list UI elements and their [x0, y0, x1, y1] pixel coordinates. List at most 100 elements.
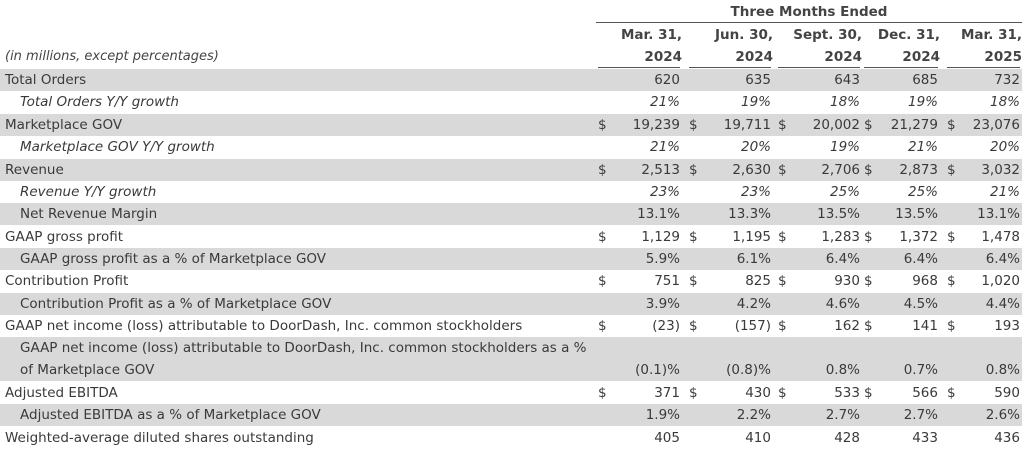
cell-value: 430 [745, 385, 771, 401]
cell-value: 21% [989, 184, 1020, 200]
currency-symbol: $ [864, 318, 873, 334]
currency-symbol: $ [778, 162, 787, 178]
row-label: GAAP gross profit [5, 229, 124, 245]
table-cell: 620 [596, 69, 682, 91]
table-cell: $ (157) [687, 315, 773, 337]
table-cell: $ (23) [596, 315, 682, 337]
cell-value: 162 [834, 318, 860, 334]
table-row: GAAP gross profit $1,129 $1,195 $1,283 $1,37… [0, 226, 1022, 248]
cell-value: 2,513 [641, 162, 680, 178]
row-label: GAAP gross profit as a % of Marketplace … [20, 251, 327, 267]
cell-value: 6.4% [903, 251, 938, 267]
table-cell: $2,873 [862, 159, 940, 181]
table-row: Adjusted EBITDA as a % of Marketplace GO… [0, 404, 1022, 426]
column-header: Sept. 30, 2024 [776, 24, 862, 68]
table-cell: 19% [776, 136, 862, 158]
cell-value: 1,195 [732, 229, 771, 245]
table-cell: 2.7% [862, 404, 940, 426]
cell-value: 436 [994, 430, 1020, 446]
cell-value: 13.3% [728, 206, 771, 222]
table-cell: $1,283 [776, 226, 862, 248]
table-cell: $19,239 [596, 114, 682, 136]
table-cell: 3.9% [596, 293, 682, 315]
cell-value: 405 [654, 430, 680, 446]
cell-value: 371 [654, 385, 680, 401]
table-cell: 19% [862, 91, 940, 113]
table-cell: 0.8% [776, 359, 862, 381]
row-label: Adjusted EBITDA as a % of Marketplace GO… [20, 407, 321, 423]
cell-value: 433 [912, 430, 938, 446]
row-label: Contribution Profit [5, 273, 129, 289]
table-cell: 13.5% [862, 203, 940, 225]
table-cell: $23,076 [945, 114, 1022, 136]
row-label: Marketplace GOV [5, 117, 123, 133]
cell-value: 930 [834, 273, 860, 289]
currency-symbol: $ [598, 318, 607, 334]
currency-symbol: $ [947, 229, 956, 245]
table-cell: $1,129 [596, 226, 682, 248]
currency-symbol: $ [947, 385, 956, 401]
table-row: Weighted-average diluted shares outstand… [0, 427, 1022, 449]
table-cell: 13.1% [596, 203, 682, 225]
table-cell: 20% [687, 136, 773, 158]
table-row: Total Orders Y/Y growth 21% 19% 18% 19% 18% [0, 91, 1022, 113]
cell-value: 4.5% [903, 296, 938, 312]
table-cell: 0.8% [945, 359, 1022, 381]
table-cell: $19,711 [687, 114, 773, 136]
column-header: Jun. 30, 2024 [687, 24, 773, 68]
table-row: Adjusted EBITDA $371 $430 $533 $566 $590 [0, 382, 1022, 404]
currency-symbol: $ [689, 229, 698, 245]
currency-symbol: $ [598, 273, 607, 289]
table-cell: 21% [596, 91, 682, 113]
table-cell: 6.4% [776, 248, 862, 270]
column-header-rule [778, 67, 860, 68]
cell-value: 732 [994, 72, 1020, 88]
table-cell: $1,478 [945, 226, 1022, 248]
currency-symbol: $ [598, 229, 607, 245]
currency-symbol: $ [598, 117, 607, 133]
table-cell: 2.6% [945, 404, 1022, 426]
currency-symbol: $ [947, 318, 956, 334]
table-cell: $968 [862, 270, 940, 292]
currency-symbol: $ [778, 117, 787, 133]
column-header-rule [689, 67, 771, 68]
currency-symbol: $ [864, 162, 873, 178]
table-cell: $3,032 [945, 159, 1022, 181]
table-cell: 4.2% [687, 293, 773, 315]
column-header: Mar. 31, 2024 [596, 24, 682, 68]
cell-value: 2.7% [825, 407, 860, 423]
table-cell: 6.1% [687, 248, 773, 270]
table-cell: $20,002 [776, 114, 862, 136]
currency-symbol: $ [598, 162, 607, 178]
cell-value: 428 [834, 430, 860, 446]
table-cell: $930 [776, 270, 862, 292]
currency-symbol: $ [864, 273, 873, 289]
table-cell: $1,372 [862, 226, 940, 248]
row-label: GAAP net income (loss) attributable to D… [5, 318, 523, 334]
cell-value: 410 [745, 430, 771, 446]
cell-value: 193 [994, 318, 1020, 334]
currency-symbol: $ [778, 273, 787, 289]
cell-value: 23% [649, 184, 680, 200]
currency-symbol: $ [864, 385, 873, 401]
table-cell: $533 [776, 382, 862, 404]
table-cell: 635 [687, 69, 773, 91]
table-cell: 405 [596, 427, 682, 449]
column-header-line1: Sept. 30, [793, 27, 862, 43]
table-cell: 433 [862, 427, 940, 449]
currency-symbol: $ [947, 117, 956, 133]
currency-symbol: $ [689, 117, 698, 133]
currency-symbol: $ [598, 385, 607, 401]
column-header-line1: Dec. 31, [877, 27, 940, 43]
cell-value: 1,478 [981, 229, 1020, 245]
table-cell: $751 [596, 270, 682, 292]
table-cell: 13.1% [945, 203, 1022, 225]
cell-value: 685 [912, 72, 938, 88]
unit-note: (in millions, except percentages) [5, 49, 219, 64]
table-cell: $590 [945, 382, 1022, 404]
table-row: GAAP net income (loss) attributable to D… [0, 315, 1022, 337]
cell-value: 2,706 [821, 162, 860, 178]
cell-value: 2.6% [985, 407, 1020, 423]
column-header-line2: 2024 [644, 49, 682, 65]
column-header-rule [947, 67, 1020, 68]
